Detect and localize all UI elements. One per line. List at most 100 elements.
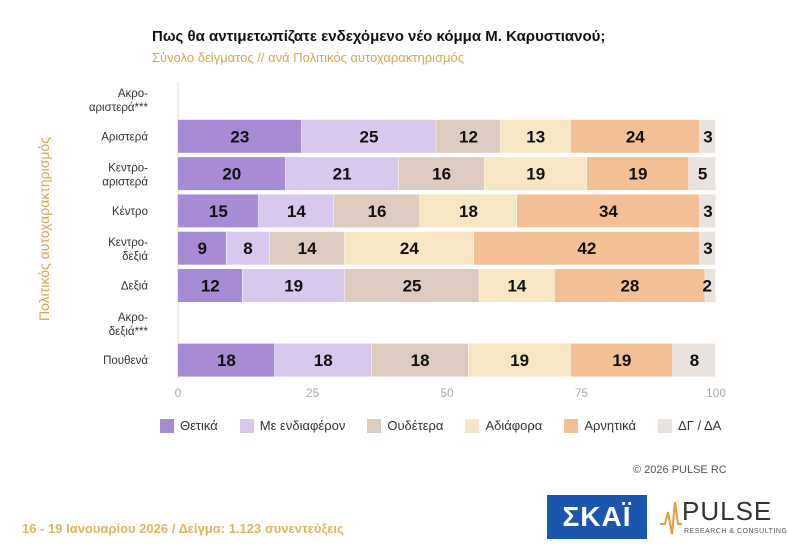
data-label: 18 — [314, 351, 333, 370]
data-label: 19 — [629, 165, 648, 184]
data-label: 9 — [197, 239, 206, 258]
chart-title: Πως θα αντιμετωπίζατε ενδεχόμενο νέο κόμ… — [152, 28, 606, 45]
pulse-logo: PULSE RESEARCH & CONSULTING — [660, 494, 787, 542]
bar-segment — [242, 269, 345, 302]
legend-swatch — [658, 418, 673, 433]
data-label: 15 — [209, 202, 228, 221]
legend-label: ΔΓ / ΔΑ — [678, 418, 722, 433]
data-label: 3 — [703, 239, 712, 258]
data-label: 19 — [510, 351, 529, 370]
bar-segment — [699, 231, 716, 265]
bar-segment — [344, 269, 479, 302]
pulse-logo-name: PULSE — [682, 496, 773, 526]
bar-segment — [398, 157, 485, 191]
data-label: 28 — [620, 277, 639, 296]
bar-segment — [699, 119, 716, 153]
data-label: 18 — [459, 202, 478, 221]
data-label: 12 — [459, 127, 478, 146]
legend-swatch — [367, 418, 382, 433]
data-label: 13 — [526, 127, 545, 146]
x-tick-label: 100 — [706, 386, 726, 400]
data-label: 24 — [400, 239, 419, 258]
x-tick-label: 25 — [306, 386, 320, 400]
bar-segment — [344, 231, 474, 265]
data-label: 20 — [222, 165, 241, 184]
data-label: 25 — [403, 277, 422, 296]
copyright: © 2026 PULSE RC — [633, 464, 727, 476]
data-label: 42 — [577, 239, 596, 258]
data-label: 18 — [217, 351, 236, 370]
legend-swatch — [239, 418, 254, 433]
bar-segment — [705, 269, 716, 302]
category-label: Κεντρο-δεξιά — [108, 237, 148, 263]
skai-logo: ΣΚΑΪ — [547, 495, 647, 539]
bar-segment — [699, 194, 716, 228]
bar-segment — [258, 194, 334, 228]
footer-survey-info: 16 - 19 Ιανουαρίου 2026 / Δείγμα: 1.123 … — [22, 521, 344, 536]
data-label: 18 — [411, 351, 430, 370]
data-label: 16 — [432, 165, 451, 184]
data-label: 21 — [333, 165, 352, 184]
legend-item: Ουδέτερα — [367, 418, 443, 433]
pulse-wave-icon — [660, 501, 682, 535]
legend-label: Με ενδιαφέρον — [259, 418, 346, 433]
bar-segment — [178, 231, 226, 265]
bar-segment — [586, 157, 689, 191]
bar-segment — [570, 119, 700, 153]
bar-segment — [516, 194, 700, 228]
bar-segment — [484, 157, 587, 191]
data-label: 5 — [698, 165, 707, 184]
bar-segment — [178, 194, 259, 228]
category-label: Κέντρο — [112, 206, 148, 218]
data-label: 8 — [243, 239, 252, 258]
x-tick-label: 0 — [175, 386, 182, 400]
data-label: 16 — [368, 202, 387, 221]
bar-segment — [500, 119, 571, 153]
legend-label: Ουδέτερα — [387, 418, 444, 433]
bar-segment — [269, 231, 345, 265]
bar-segment — [178, 157, 286, 191]
bar-segment — [420, 194, 517, 228]
data-label: 8 — [690, 351, 699, 370]
data-label: 14 — [507, 277, 526, 296]
bar-segment — [371, 343, 469, 377]
category-label: Δεξιά — [121, 281, 149, 293]
category-label: Ακρο-αριστερά*** — [89, 88, 149, 114]
category-label: Κεντρο-αριστερά — [102, 163, 148, 189]
bar-segment — [334, 194, 420, 228]
bar-segment — [226, 231, 269, 265]
legend-label: Αρνητικά — [584, 418, 637, 433]
legend-item: Αδιάφορα — [465, 418, 542, 433]
legend-item: Με ενδιαφέρον — [239, 418, 346, 433]
data-label: 19 — [284, 277, 303, 296]
category-label: Πουθενά — [103, 355, 148, 367]
bar-segment — [285, 157, 399, 191]
data-label: 23 — [230, 127, 249, 146]
chart-subtitle: Σύνολο δείγματος // ανά Πολιτικός αυτοχα… — [152, 50, 464, 65]
data-label: 3 — [703, 202, 712, 221]
legend-swatch — [465, 418, 480, 433]
bar-segment — [468, 343, 571, 377]
category-label: Αριστερά — [101, 131, 148, 143]
bar-segment — [178, 119, 302, 153]
bar-segment — [689, 157, 716, 191]
bar-segment — [178, 269, 243, 302]
legend-item: Αρνητικά — [564, 418, 636, 433]
bar-segment — [274, 343, 372, 377]
bar-segment — [436, 119, 501, 153]
bar-segment — [178, 343, 275, 377]
data-label: 14 — [287, 202, 306, 221]
pulse-logo-subtitle: RESEARCH & CONSULTING — [684, 528, 788, 535]
legend-swatch — [160, 418, 174, 433]
data-label: 34 — [599, 202, 618, 221]
bar-segment — [672, 343, 716, 377]
stacked-bar-chart: Ακρο-αριστερά*** Αριστερά 23 25 12 13 24 3 Κεντρ… — [89, 82, 726, 400]
data-label: 14 — [298, 239, 317, 258]
legend-swatch — [564, 418, 579, 433]
data-label: 3 — [703, 127, 712, 146]
data-label: 25 — [360, 127, 379, 146]
legend-label: Αδιάφορα — [485, 418, 543, 433]
x-tick-label: 75 — [575, 386, 589, 400]
bar-segment — [570, 343, 673, 377]
data-label: 19 — [612, 351, 631, 370]
